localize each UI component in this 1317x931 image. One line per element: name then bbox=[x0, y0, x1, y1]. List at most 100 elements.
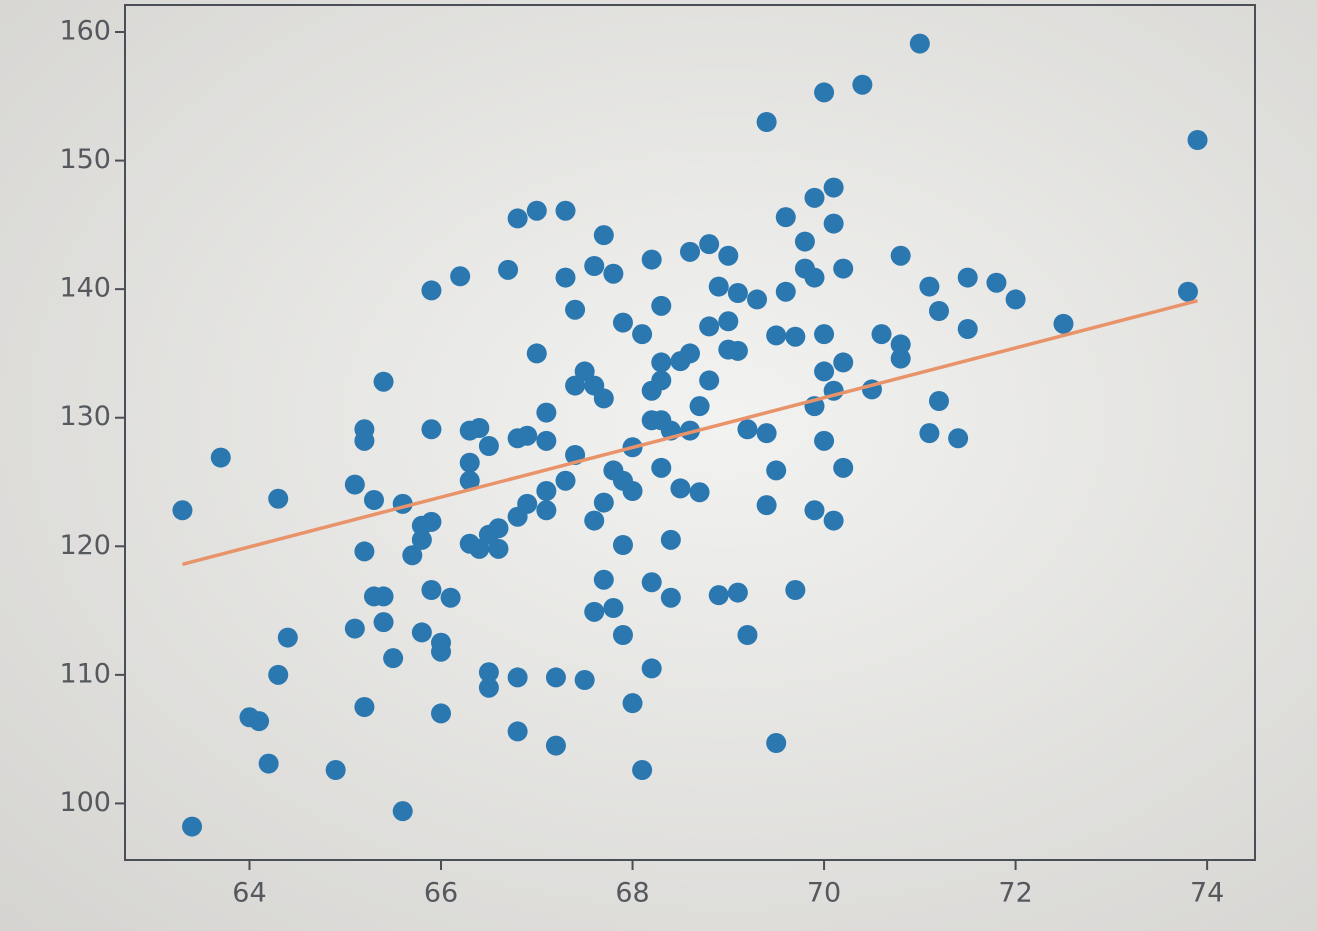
point bbox=[411, 622, 432, 643]
x-tick-label: 64 bbox=[232, 878, 266, 909]
point bbox=[622, 693, 643, 714]
point bbox=[421, 580, 442, 600]
point bbox=[890, 245, 911, 266]
point bbox=[440, 587, 461, 608]
point bbox=[747, 289, 768, 310]
point bbox=[344, 474, 365, 495]
point bbox=[421, 511, 442, 532]
point bbox=[641, 249, 662, 270]
point bbox=[718, 245, 739, 266]
point bbox=[785, 580, 806, 600]
point bbox=[450, 266, 471, 287]
point bbox=[727, 340, 748, 361]
point bbox=[804, 500, 825, 521]
point bbox=[565, 299, 586, 320]
point bbox=[507, 721, 528, 742]
point bbox=[727, 582, 748, 603]
point bbox=[584, 601, 605, 622]
point bbox=[536, 402, 557, 423]
point bbox=[431, 641, 452, 662]
point bbox=[651, 295, 672, 316]
x-tick-label: 66 bbox=[424, 878, 458, 909]
point bbox=[517, 493, 538, 514]
point bbox=[680, 241, 700, 262]
point bbox=[268, 664, 289, 685]
point bbox=[354, 541, 375, 562]
point bbox=[210, 447, 231, 468]
point bbox=[804, 267, 825, 288]
point bbox=[603, 263, 624, 284]
point bbox=[641, 572, 662, 593]
point bbox=[708, 585, 729, 606]
point bbox=[555, 470, 576, 491]
point bbox=[775, 207, 796, 228]
point bbox=[268, 488, 289, 509]
point bbox=[545, 735, 566, 756]
point bbox=[421, 280, 442, 301]
point bbox=[593, 388, 614, 409]
point bbox=[277, 627, 298, 648]
point bbox=[402, 545, 423, 566]
fit-line bbox=[182, 299, 1198, 566]
x-tick-label: 72 bbox=[998, 878, 1032, 909]
point bbox=[1005, 289, 1026, 310]
point bbox=[1053, 313, 1074, 334]
point bbox=[431, 703, 452, 724]
point bbox=[890, 334, 911, 355]
point bbox=[325, 760, 346, 780]
point bbox=[957, 267, 978, 288]
point bbox=[871, 324, 892, 345]
point bbox=[814, 324, 835, 345]
point bbox=[172, 500, 193, 521]
point bbox=[469, 538, 490, 559]
point bbox=[632, 760, 653, 780]
point bbox=[536, 481, 557, 501]
point bbox=[498, 259, 519, 280]
point bbox=[182, 816, 203, 837]
point bbox=[354, 430, 375, 451]
point bbox=[919, 423, 940, 444]
point bbox=[852, 74, 873, 95]
point bbox=[641, 658, 662, 679]
point bbox=[421, 419, 442, 440]
x-tick-label: 68 bbox=[615, 878, 649, 909]
point bbox=[718, 311, 739, 332]
point bbox=[354, 697, 375, 717]
point bbox=[823, 177, 844, 198]
point bbox=[699, 316, 720, 337]
point bbox=[814, 82, 835, 103]
point bbox=[766, 460, 787, 481]
point bbox=[373, 586, 394, 607]
y-tick-label: 100 bbox=[59, 787, 111, 818]
point bbox=[756, 423, 777, 444]
point bbox=[536, 500, 557, 521]
point bbox=[660, 529, 681, 550]
point bbox=[814, 361, 835, 382]
point bbox=[344, 618, 365, 639]
point bbox=[574, 670, 595, 690]
point bbox=[708, 276, 729, 297]
point bbox=[258, 753, 279, 774]
point bbox=[814, 430, 835, 451]
point bbox=[459, 452, 480, 473]
x-tick-label: 70 bbox=[807, 878, 841, 909]
point bbox=[986, 272, 1007, 293]
point bbox=[507, 667, 528, 688]
point bbox=[574, 361, 595, 382]
point bbox=[612, 312, 633, 333]
point bbox=[823, 510, 844, 531]
point bbox=[699, 370, 720, 391]
point bbox=[478, 677, 499, 698]
point bbox=[593, 569, 614, 590]
point bbox=[249, 711, 270, 732]
point bbox=[833, 352, 854, 373]
point bbox=[737, 625, 758, 645]
point bbox=[632, 324, 653, 345]
point bbox=[689, 396, 710, 417]
point bbox=[383, 648, 404, 669]
point bbox=[737, 419, 758, 440]
plot-frame bbox=[124, 4, 1256, 861]
point bbox=[928, 391, 949, 411]
point bbox=[775, 281, 796, 302]
